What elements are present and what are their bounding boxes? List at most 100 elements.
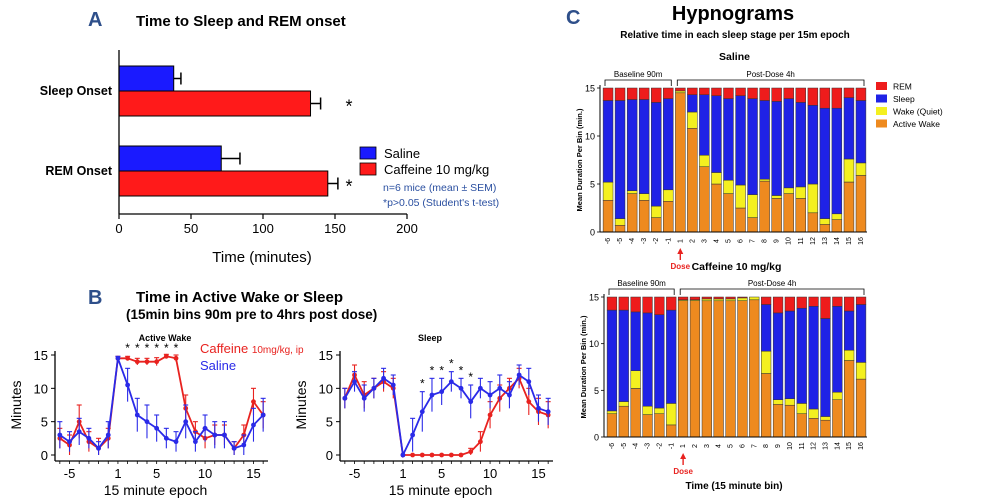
- caffeine-10-mg-kg-segment-rem: [808, 296, 819, 307]
- sleep-point-caffeine: [468, 449, 474, 455]
- sleep-point-caffeine: [419, 452, 425, 458]
- saline-segment-sleep: [626, 99, 638, 191]
- active-wake-significance-star: *: [145, 341, 150, 355]
- caffeine-10-mg-kg-segment-wake-quiet: [784, 398, 795, 406]
- saline-x-tick-label: 14: [834, 237, 841, 245]
- saline-segment-sleep: [771, 101, 782, 196]
- sleep-point-saline: [516, 372, 522, 378]
- saline-x-tick-label: 12: [810, 237, 817, 245]
- sleep-point-saline: [526, 379, 532, 385]
- saline-segment-sleep: [795, 102, 806, 188]
- caffeine-10-mg-kg-segment-wake-quiet: [618, 401, 629, 407]
- sleep-significance-star: *: [430, 363, 435, 377]
- sleep-significance-star: *: [468, 370, 473, 384]
- caffeine-10-mg-kg-segment-sleep: [820, 318, 831, 417]
- saline-x-tick-label: -3: [641, 238, 648, 244]
- saline-segment-active-wake: [663, 201, 674, 233]
- caffeine-10-mg-kg-segment-sleep: [772, 312, 784, 400]
- caffeine-10-mg-kg-baseline-label: Baseline 90m: [617, 279, 666, 288]
- saline-segment-sleep: [602, 100, 614, 183]
- sleep-x-tick-label-5: -5: [349, 466, 361, 481]
- saline-segment-rem: [795, 87, 806, 103]
- active-wake-line-saline: [59, 357, 264, 450]
- sleep-y-tick-label-0: 0: [326, 448, 333, 463]
- bar-rem-onset-caffeine-10-mg-kg: [118, 170, 329, 197]
- saline-x-tick-label: 1: [677, 239, 684, 243]
- caffeine-10-mg-kg-segment-rem: [855, 296, 867, 305]
- sleep-x-tick-label-1: 1: [399, 466, 406, 481]
- saline-segment-wake-quiet: [651, 205, 662, 218]
- saline-segment-active-wake: [638, 200, 650, 233]
- caffeine-10-mg-kg-segment-wake-quiet: [796, 403, 807, 414]
- active-wake-point-saline: [192, 439, 198, 445]
- saline-segment-wake-quiet: [711, 172, 722, 185]
- caffeine-10-mg-kg-segment-active-wake: [701, 300, 712, 438]
- caffeine-10-mg-kg-segment-sleep: [832, 306, 843, 393]
- saline-segment-sleep: [747, 98, 758, 195]
- saline-postdose-bracket: [676, 79, 865, 86]
- caffeine-10-mg-kg-segment-wake-quiet: [772, 399, 784, 405]
- category-label-sleep-onset: Sleep Onset: [40, 84, 113, 98]
- sleep-point-saline: [536, 405, 541, 411]
- saline-segment-wake-quiet: [747, 194, 758, 218]
- active-wake-point-saline: [260, 412, 266, 418]
- caffeine-10-mg-kg-segment-active-wake: [761, 373, 772, 438]
- caffeine-10-mg-kg-segment-rem: [772, 296, 784, 314]
- caffeine-10-mg-kg-segment-rem: [677, 296, 689, 301]
- caffeine-10-mg-kg-segment-rem: [761, 296, 772, 305]
- saline-segment-active-wake: [855, 175, 867, 233]
- panel-c-subtitle: Relative time in each sleep stage per 15…: [620, 30, 850, 41]
- saline-segment-active-wake: [771, 198, 782, 233]
- caffeine-10-mg-kg-segment-active-wake: [808, 418, 819, 438]
- legend-label-wake-quiet: Wake (Quiet): [893, 107, 943, 117]
- saline-x-tick-label: 11: [798, 237, 805, 244]
- saline-segment-active-wake: [651, 217, 662, 233]
- sleep-plot-title: Sleep: [418, 333, 443, 343]
- saline-segment-active-wake: [795, 198, 806, 233]
- hypnogram-legend: REM Sleep Wake (Quiet) Active Wake: [876, 82, 943, 129]
- caffeine-10-mg-kg-segment-sleep: [784, 310, 795, 399]
- sleep-point-saline: [371, 385, 377, 391]
- caffeine-10-mg-kg-segment-rem: [796, 296, 807, 309]
- saline-segment-rem: [687, 87, 698, 95]
- active-wake-point-caffeine: [173, 355, 179, 361]
- sleep-point-saline: [352, 379, 357, 385]
- caffeine-10-mg-kg-postdose-label: Post-Dose 4h: [748, 279, 796, 288]
- sleep-significance-star: *: [439, 363, 444, 377]
- caffeine-10-mg-kg-x-tick-label: 1: [680, 444, 687, 448]
- caffeine-10-mg-kg-segment-active-wake: [844, 360, 855, 438]
- saline-x-tick-label: 4: [713, 239, 720, 243]
- saline-x-tick-label: -5: [617, 238, 624, 244]
- caffeine-10-mg-kg-segment-wake-quiet: [701, 298, 712, 302]
- sleep-point-caffeine: [526, 399, 532, 405]
- caffeine-10-mg-kg-segment-wake-quiet: [713, 298, 724, 302]
- saline-segment-wake-quiet: [626, 190, 638, 194]
- saline-x-tick-label: -2: [653, 238, 660, 244]
- caffeine-10-mg-kg-x-tick-label: 11: [799, 442, 806, 449]
- saline-baseline-bracket: [604, 79, 672, 86]
- category-label-rem-onset: REM Onset: [45, 164, 113, 178]
- active-wake-y-tick-label-5: 5: [41, 415, 48, 430]
- saline-segment-wake-quiet: [602, 181, 614, 201]
- caffeine-10-mg-kg-segment-rem: [844, 296, 855, 312]
- caffeine-10-mg-kg-segment-active-wake: [642, 414, 653, 438]
- active-wake-significance-star: *: [125, 341, 130, 355]
- legend-swatch-active-wake: [876, 119, 887, 128]
- sleep-x-tick-label-5: 5: [438, 466, 445, 481]
- sleep-significance-star: *: [449, 357, 454, 371]
- saline-segment-active-wake: [626, 193, 638, 233]
- caffeine-10-mg-kg-segment-sleep: [796, 307, 807, 404]
- legend-swatch-rem: [876, 82, 887, 90]
- saline-y-axis-title: Mean Duration Per Bin (min.): [575, 108, 584, 211]
- saline-segment-sleep: [843, 97, 855, 160]
- caffeine-10-mg-kg-segment-rem: [725, 296, 736, 300]
- saline-segment-active-wake: [614, 225, 626, 233]
- active-wake-point-saline: [173, 439, 179, 445]
- saline-segment-rem: [675, 87, 686, 92]
- caffeine-10-mg-kg-segment-active-wake: [772, 404, 784, 438]
- x-tick-label-150: 150: [324, 221, 346, 236]
- active-wake-point-saline: [144, 419, 150, 425]
- active-wake-significance-star: *: [135, 341, 140, 355]
- sleep-y-tick-label-10: 10: [319, 381, 333, 396]
